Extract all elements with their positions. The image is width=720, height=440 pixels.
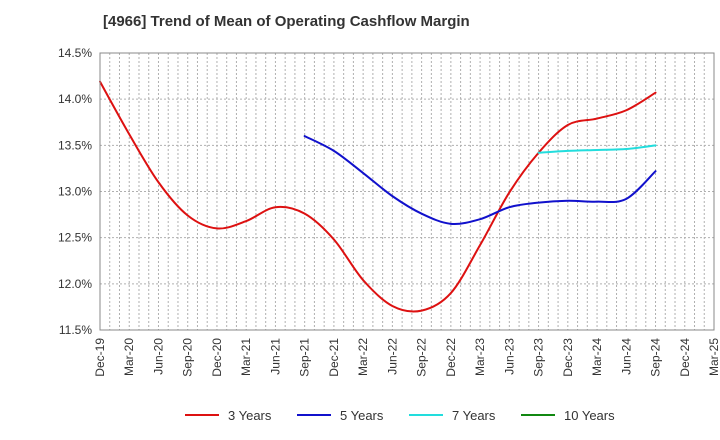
x-tick-label: Sep-24 (649, 338, 663, 377)
series-line-3-years (99, 80, 657, 313)
x-tick-label: Dec-20 (210, 338, 224, 377)
legend-label-5-years: 5 Years (340, 407, 384, 423)
x-tick-label: Dec-19 (93, 338, 107, 377)
legend-item-10-years: 10 Years (521, 404, 615, 426)
legend-item-3-years: 3 Years (185, 404, 271, 426)
axes (99, 52, 715, 331)
x-tick-label: Sep-23 (532, 338, 546, 377)
plot-frame (99, 52, 715, 331)
x-tick-label: Jun-23 (502, 338, 516, 375)
x-tick-label: Jun-21 (268, 338, 282, 375)
legend-swatch-7-years (409, 414, 443, 416)
x-tick-label: Jun-20 (151, 338, 165, 375)
legend-label-3-years: 3 Years (228, 407, 272, 423)
legend: 3 Years 5 Years 7 Years 10 Years (0, 404, 720, 426)
x-tick-label: Mar-23 (473, 338, 487, 376)
legend-label-7-years: 7 Years (452, 407, 496, 423)
legend-item-5-years: 5 Years (297, 404, 383, 426)
y-tick-label: 13.5% (58, 138, 92, 152)
legend-label-10-years: 10 Years (564, 407, 615, 423)
legend-swatch-3-years (185, 414, 219, 416)
y-tick-label: 12.5% (58, 231, 92, 245)
tick-labels: 11.5% 12.0% 12.5% 13.0% 13.5% 14.0% 14.5% Dec-1… (58, 46, 720, 377)
series-line-5-years (303, 135, 657, 225)
line-chart: 11.5% 12.0% 12.5% 13.0% 13.5% 14.0% 14.5% Dec-1… (58, 46, 720, 377)
x-tick-label: Mar-21 (239, 338, 253, 376)
legend-swatch-10-years (521, 414, 555, 416)
x-tick-label: Dec-21 (327, 338, 341, 377)
series-lines (99, 80, 657, 313)
legend-item-7-years: 7 Years (409, 404, 495, 426)
y-tick-label: 14.0% (58, 92, 92, 106)
grid (99, 52, 715, 331)
x-tick-label: Mar-24 (590, 338, 604, 376)
y-tick-label: 13.0% (58, 185, 92, 199)
x-tick-label: Jun-22 (385, 338, 399, 375)
y-tick-label: 11.5% (59, 323, 92, 337)
legend-swatch-5-years (297, 414, 331, 416)
x-tick-label: Sep-21 (298, 338, 312, 377)
x-tick-label: Dec-22 (444, 338, 458, 377)
chart-title: [4966] Trend of Mean of Operating Cashfl… (103, 13, 470, 30)
x-tick-label: Sep-20 (181, 338, 195, 377)
series-line-7-years (537, 144, 657, 154)
x-tick-label: Jun-24 (619, 338, 633, 375)
x-tick-label: Mar-25 (707, 338, 720, 376)
x-tick-label: Dec-24 (678, 338, 692, 377)
y-tick-label: 14.5% (58, 46, 92, 60)
x-tick-label: Mar-20 (122, 338, 136, 376)
x-tick-label: Sep-22 (415, 338, 429, 377)
y-tick-label: 12.0% (58, 277, 92, 291)
x-tick-label: Dec-23 (561, 338, 575, 377)
x-tick-label: Mar-22 (356, 338, 370, 376)
